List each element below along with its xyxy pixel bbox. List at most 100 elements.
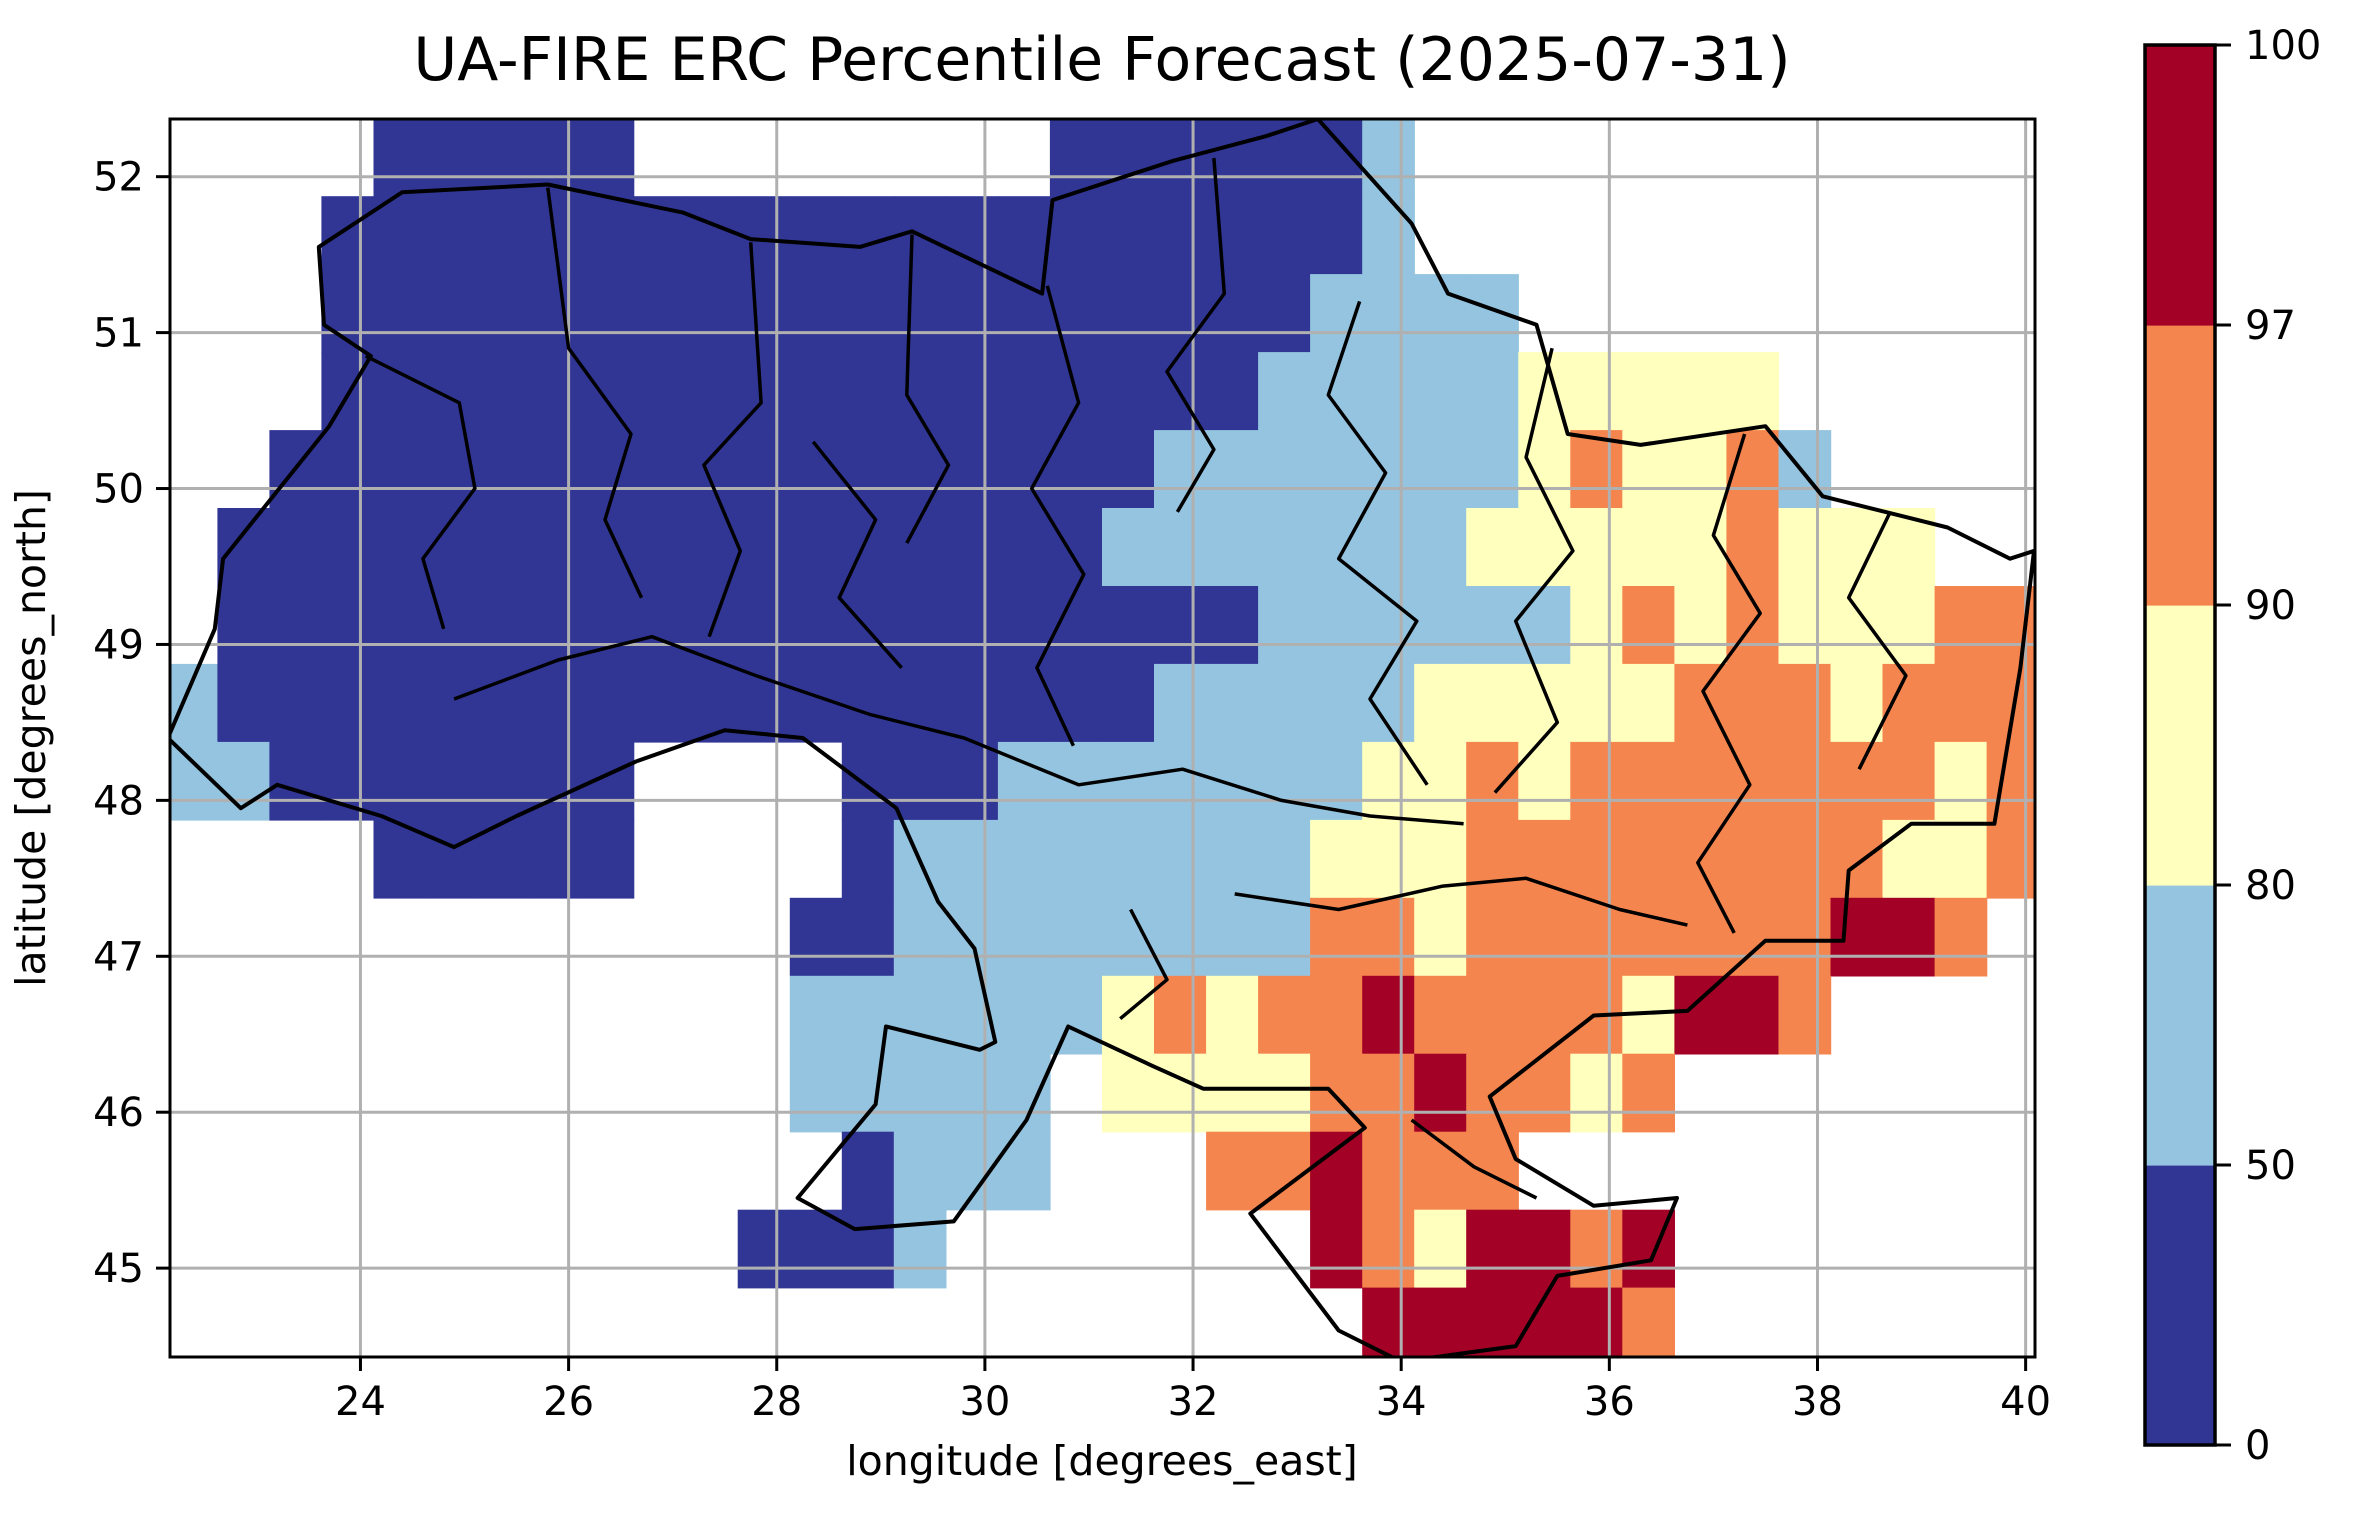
grid-cell	[1882, 897, 1936, 977]
grid-cell	[1414, 1287, 1467, 1357]
grid-cell	[1310, 352, 1363, 431]
grid-cell	[1310, 430, 1363, 509]
grid-cell	[1986, 741, 2035, 821]
grid-cell	[1986, 819, 2035, 899]
grid-cell	[893, 897, 947, 977]
oblast-boundary	[546, 187, 644, 599]
y-tick-label: 52	[93, 155, 144, 201]
grid-cell	[841, 1131, 895, 1211]
grid-cell	[1362, 975, 1415, 1055]
grid-cell	[529, 430, 583, 509]
grid-cell	[841, 430, 895, 509]
grid-cell	[1258, 663, 1311, 743]
grid-cell	[841, 897, 895, 977]
gridlines-layer	[170, 119, 2035, 1357]
admin-boundaries-layer	[170, 119, 2035, 1357]
grid-cell	[477, 586, 531, 665]
x-tick-label: 28	[751, 1379, 802, 1425]
x-tick-label: 32	[1168, 1379, 1219, 1425]
grid-cell	[893, 430, 947, 509]
grid-cell	[841, 819, 895, 899]
grid-cell	[1206, 119, 1259, 197]
grid-cell	[1570, 897, 1623, 977]
x-axis-label: longitude [degrees_east]	[846, 1437, 1358, 1485]
x-tick-label: 30	[959, 1379, 1010, 1425]
grid-cell	[321, 430, 375, 509]
grid-cell	[581, 274, 635, 353]
grid-cell	[1414, 430, 1467, 509]
grid-cell	[1362, 819, 1415, 899]
grid-cell	[1206, 508, 1259, 587]
grid-cell	[997, 897, 1051, 977]
grid-cell	[997, 1131, 1051, 1211]
grid-cell	[1310, 196, 1363, 275]
grid-cell	[1414, 1053, 1467, 1133]
colorbar-tick-label: 80	[2245, 863, 2296, 909]
grid-cell	[1934, 663, 1988, 743]
grid-cell	[1206, 274, 1259, 353]
grid-cell	[529, 508, 583, 587]
grid-cell	[1830, 741, 1884, 821]
grid-cell	[893, 663, 947, 743]
grid-cell	[1362, 1053, 1415, 1133]
grid-cell	[1934, 819, 1988, 899]
oblast-boundary	[702, 242, 763, 638]
grid-cell	[893, 1053, 947, 1133]
y-tick-label: 47	[93, 934, 144, 980]
grid-cell	[1102, 508, 1155, 587]
grid-cell	[945, 819, 999, 899]
grid-cell	[269, 586, 323, 665]
grid-cell	[1049, 508, 1103, 587]
grid-cell	[1778, 741, 1832, 821]
grid-cell	[1466, 586, 1519, 665]
grid-cell	[1414, 975, 1467, 1055]
grid-cell	[1362, 1209, 1415, 1289]
grid-cell	[1206, 586, 1259, 665]
grid-cell	[737, 508, 791, 587]
grid-cell	[893, 741, 947, 821]
grid-cell	[1466, 741, 1519, 821]
grid-cell	[1622, 352, 1675, 431]
grid-cell	[1102, 196, 1155, 275]
grid-cell	[945, 196, 999, 275]
x-tick-label: 40	[2000, 1379, 2051, 1425]
grid-cell	[841, 663, 895, 743]
grid-cell	[789, 897, 843, 977]
grid-cell	[945, 586, 999, 665]
grid-cell	[1570, 508, 1623, 587]
grid-cell	[1049, 897, 1103, 977]
grid-cell	[425, 663, 479, 743]
oblast-boundary	[1846, 511, 1908, 770]
grid-cell	[1622, 586, 1675, 665]
grid-cell	[1102, 586, 1155, 665]
grid-cell	[1102, 430, 1155, 509]
grid-cell	[737, 1209, 791, 1289]
grid-cell	[1206, 430, 1259, 509]
grid-cell	[1206, 1131, 1259, 1211]
grid-cell	[1414, 663, 1467, 743]
grid-cell	[1466, 1287, 1519, 1357]
grid-cell	[1986, 586, 2035, 665]
grid-cell	[1258, 274, 1311, 353]
grid-cell	[1102, 1053, 1155, 1133]
grid-cell	[1310, 508, 1363, 587]
grid-cell	[1258, 508, 1311, 587]
grid-cell	[477, 741, 531, 821]
grid-cell	[1206, 975, 1259, 1055]
grid-cell	[1830, 586, 1884, 665]
grid-cell	[1934, 897, 1988, 977]
grid-cell	[1622, 663, 1675, 743]
grid-cell	[1102, 274, 1155, 353]
grid-cell	[1206, 819, 1259, 899]
grid-cell	[685, 430, 739, 509]
grid-cell	[1414, 274, 1467, 353]
axes-ticks-layer: 24 26 28 30 32 34 36 38 40 45 46 47 48 49 50 51 52	[93, 155, 2051, 1425]
grid-cell	[1414, 508, 1467, 587]
grid-cell	[477, 196, 531, 275]
grid-cell	[217, 586, 271, 665]
grid-cell	[581, 196, 635, 275]
colorbar-segment	[2145, 1165, 2215, 1446]
grid-cell	[1830, 819, 1884, 899]
